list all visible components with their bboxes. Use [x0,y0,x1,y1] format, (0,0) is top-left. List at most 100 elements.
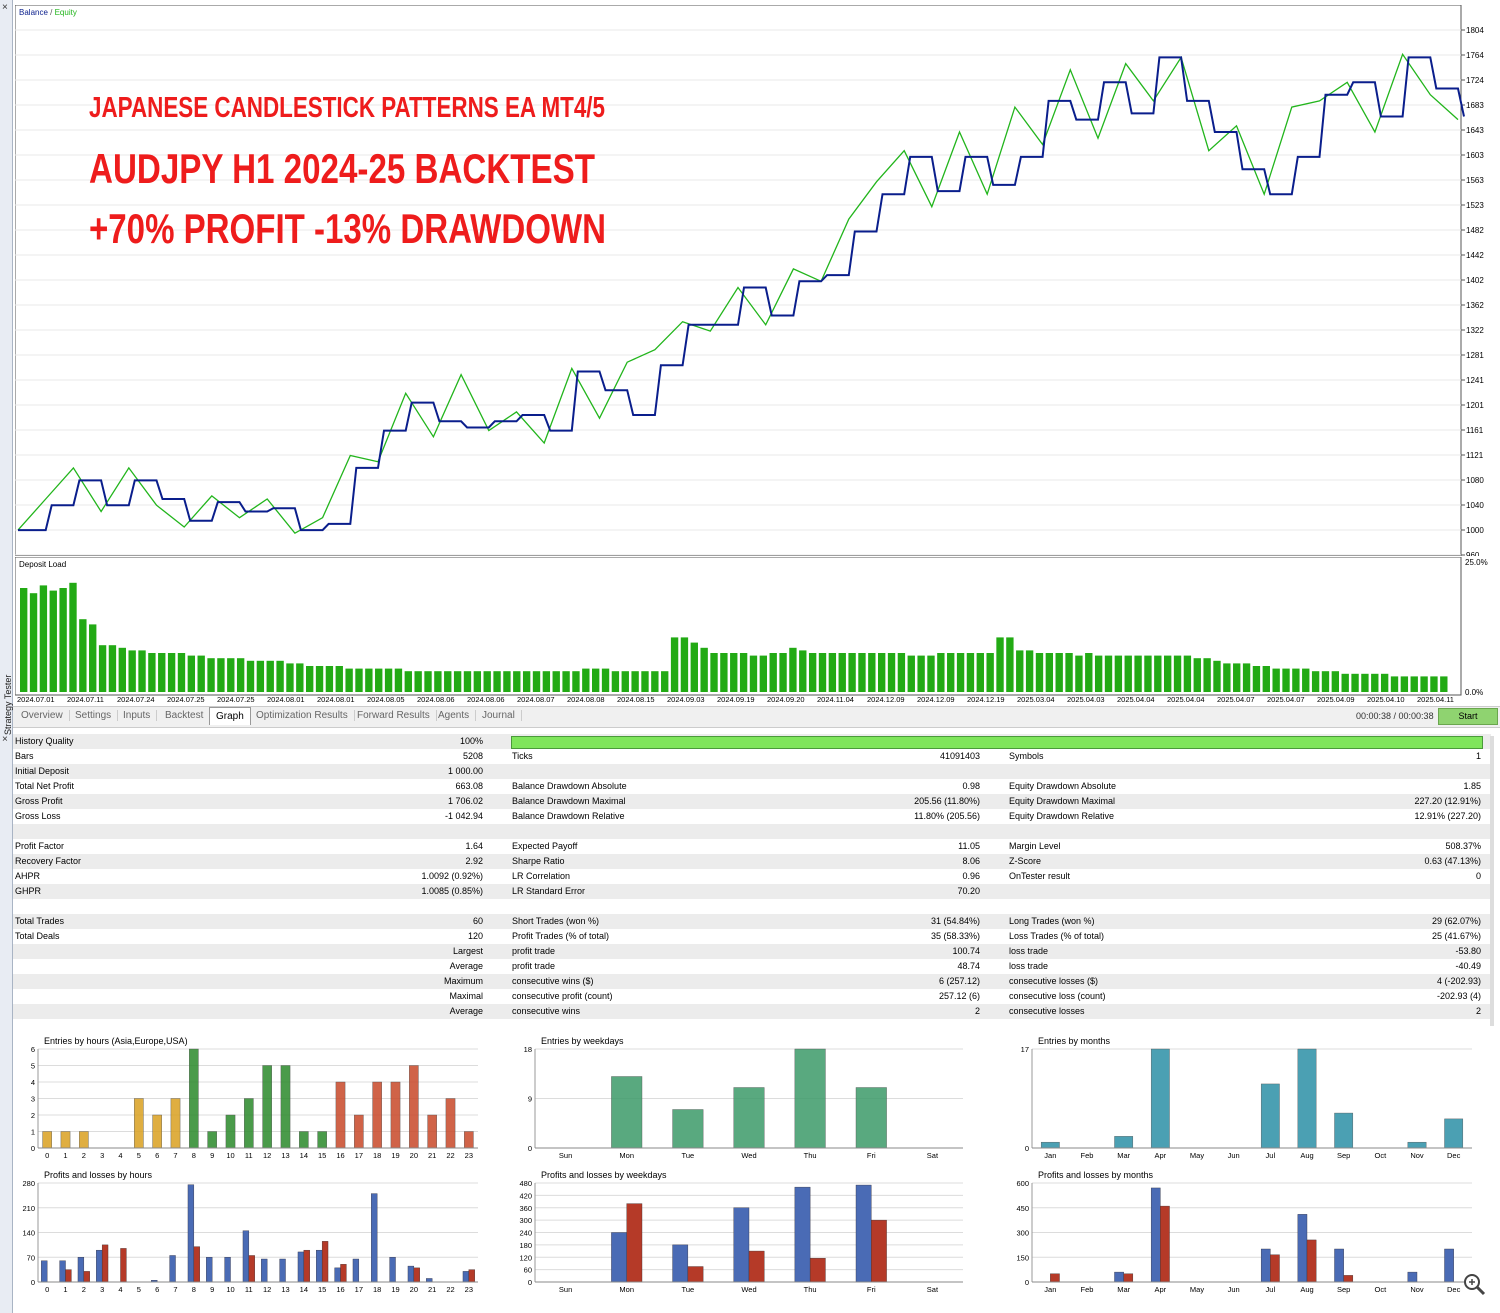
balance-y-axis: 1804 1764 1724 1683 1643 1603 1563 1523 1482 1442… [1461,26,1484,556]
deposit-load-bar [246,660,255,692]
mini-x-tick-label: Jun [1228,1285,1240,1294]
deposit-date-label: 2025.04.07 [1267,695,1305,704]
tab-forward-results[interactable]: Forward Results [351,710,437,721]
close-icon[interactable]: × [2,734,8,745]
mini-x-tick-label: May [1190,1285,1204,1294]
mini-bar [427,1114,437,1149]
mini-bar [60,1131,71,1149]
report-row: Gross Profit 1 706.02 Balance Drawdown Max… [13,794,1491,809]
deposit-date-label: 2024.08.15 [617,695,655,704]
deposit-load-bar [651,671,659,692]
profit-bar [316,1249,323,1283]
tab-journal[interactable]: Journal [476,710,522,721]
deposit-load-bar [1164,655,1172,692]
deposit-y-top: 25.0% [1465,558,1488,567]
deposit-date-label: 2024.07.24 [117,695,155,704]
report-cell-v1: 1.0085 (0.85%) [421,886,483,896]
deposit-date-label: 2024.12.09 [917,695,955,704]
deposit-load-bar [1203,658,1211,692]
balance-line [18,56,1465,532]
report-cell-c1: GHPR [15,886,42,896]
report-cell-c1: Bars [15,751,34,761]
mini-bar [225,1114,236,1149]
mini-y-tick-label: 0 [528,1144,532,1153]
profit-bar [59,1260,66,1283]
mini-x-tick-label: 15 [318,1285,326,1294]
mini-chart-title: Profits and losses by hours [44,1170,153,1180]
deposit-load-bar [39,585,48,692]
tab-optimization-results[interactable]: Optimization Results [250,710,355,721]
mini-x-tick-label: 9 [210,1285,214,1294]
mini-x-tick-label: Nov [1410,1285,1424,1294]
deposit-date-label: 2025.03.04 [1017,695,1055,704]
tab-inputs[interactable]: Inputs [117,710,158,721]
mini-bar [1407,1141,1427,1149]
strategy-tester-side-tab[interactable]: Strategy Tester [0,0,13,1313]
deposit-load-bars [20,582,1448,692]
tab-agents[interactable]: Agents [432,710,477,721]
mini-y-tick-label: 4 [31,1078,35,1087]
deposit-load-bar [1183,655,1192,692]
deposit-load-bar [404,671,412,692]
profit-bar [242,1230,250,1283]
deposit-load-bar [444,671,452,692]
legend-balance: Balance [19,8,48,17]
loss-bar [101,1244,109,1283]
zoom-icon[interactable] [1462,1272,1486,1296]
mini-y-tick-label: 6 [31,1045,35,1054]
mini-x-tick-label: 9 [210,1151,214,1160]
deposit-load-bar [808,653,817,692]
report-cell-v2: 31 (54.84%) [930,916,980,926]
mini-bar [170,1098,181,1149]
deposit-load-bar [690,642,698,692]
mini-y-tick-label: 240 [519,1229,532,1238]
mini-bar [672,1109,704,1149]
close-icon[interactable]: × [2,2,8,13]
deposit-load-bar [700,647,708,692]
deposit-load-bar [897,653,906,692]
report-row: Total Net Profit 663.08 Balance Drawdown A… [13,779,1491,794]
deposit-load-bar [976,653,984,692]
deposit-load-bar [503,671,511,692]
deposit-load-bar [838,653,846,692]
deposit-load-bar [1292,668,1300,692]
start-button[interactable]: Start [1438,708,1498,725]
deposit-load-bar [227,658,235,692]
overlay-text: JAPANESE CANDLESTICK PATTERNS EA MT4/5 A… [89,92,606,252]
mini-x-tick-label: 12 [263,1285,271,1294]
mini-y-tick-label: 300 [1016,1229,1029,1238]
mini-x-tick-label: 3 [100,1151,104,1160]
profit-bar [334,1267,341,1283]
report-scrollbar[interactable] [1490,736,1494,1026]
mini-bar [372,1081,382,1149]
profit-bar [41,1260,48,1283]
mini-x-tick-label: Feb [1081,1285,1094,1294]
report-cell-c1: AHPR [15,871,41,881]
tab-settings[interactable]: Settings [69,710,119,721]
loss-bar [1306,1239,1317,1283]
report-cell-v1: Maximum [443,976,483,986]
mini-chart-pl_weekdays: Profits and losses by weekdays 480 420 360 3… [519,1170,963,1294]
deposit-date-label: 2024.07.01 [17,695,55,704]
tab-backtest[interactable]: Backtest [159,710,211,721]
report-row: Initial Deposit 1 000.00 [13,764,1491,779]
mini-bar [335,1081,346,1149]
loss-bar [340,1264,347,1283]
mini-x-tick-label: Feb [1081,1151,1094,1160]
mini-y-tick-label: 210 [22,1204,35,1213]
deposit-load-bar [621,671,629,692]
report-cell-c2: consecutive wins ($) [512,976,594,986]
deposit-load-bar [266,660,274,692]
mini-bar [1040,1141,1060,1149]
overlay-line-1: JAPANESE CANDLESTICK PATTERNS EA MT4/5 [89,92,605,124]
mini-x-tick-label: Jan [1044,1151,1056,1160]
deposit-load-bar [463,671,472,692]
deposit-load-bar [1242,663,1251,692]
profit-bar [389,1257,396,1283]
profit-bar [794,1186,811,1283]
deposit-load-bar [710,653,718,692]
tab-overview[interactable]: Overview [15,710,70,721]
mini-x-tick-label: 13 [281,1285,289,1294]
deposit-load-bar [1173,655,1182,692]
tab-graph[interactable]: Graph [209,707,251,725]
